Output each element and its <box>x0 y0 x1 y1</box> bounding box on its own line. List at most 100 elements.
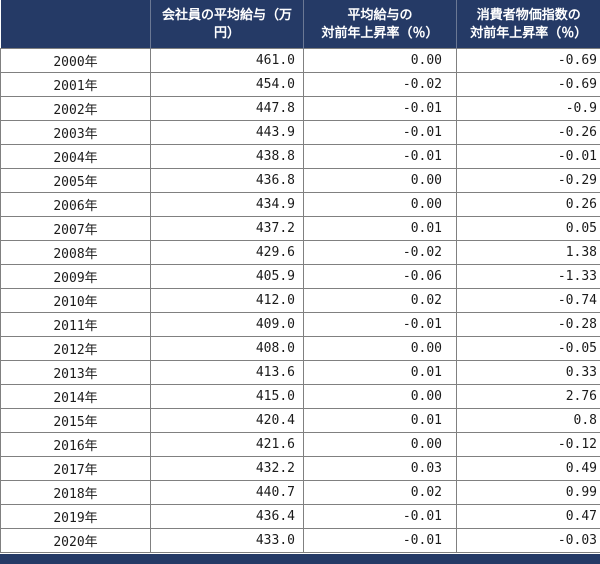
cell-cpi-rate: -1.33 <box>457 265 600 289</box>
cell-cpi-rate: -0.05 <box>457 337 600 361</box>
table-header: 会社員の平均給与（万円） 平均給与の 対前年上昇率（％） 消費者物価指数の 対前… <box>1 0 600 49</box>
cell-salary-rate: -0.01 <box>304 313 457 337</box>
cell-cpi-rate: 1.38 <box>457 241 600 265</box>
cell-salary: 429.6 <box>151 241 304 265</box>
cell-salary: 438.8 <box>151 145 304 169</box>
cell-year: 2020年 <box>1 529 151 553</box>
cell-year: 2015年 <box>1 409 151 433</box>
header-cell-salary-rate: 平均給与の 対前年上昇率（％） <box>304 0 457 49</box>
cell-salary: 454.0 <box>151 73 304 97</box>
header-cell-cpi: 消費者物価指数の 対前年上昇率（％） <box>457 0 600 49</box>
cell-year: 2018年 <box>1 481 151 505</box>
cell-cpi-rate: 0.47 <box>457 505 600 529</box>
cell-salary: 434.9 <box>151 193 304 217</box>
cell-salary: 440.7 <box>151 481 304 505</box>
cell-cpi-rate: 0.05 <box>457 217 600 241</box>
cell-year: 2002年 <box>1 97 151 121</box>
cell-salary: 437.2 <box>151 217 304 241</box>
cell-year: 2014年 <box>1 385 151 409</box>
cell-year: 2016年 <box>1 433 151 457</box>
header-cell-salary: 会社員の平均給与（万円） <box>151 0 304 49</box>
cell-cpi-rate: -0.28 <box>457 313 600 337</box>
cell-year: 2013年 <box>1 361 151 385</box>
header-row: 会社員の平均給与（万円） 平均給与の 対前年上昇率（％） 消費者物価指数の 対前… <box>1 0 600 49</box>
header-salary-rate-line1: 平均給与の <box>308 6 452 24</box>
cell-salary-rate: 0.00 <box>304 169 457 193</box>
cell-salary-rate: -0.01 <box>304 97 457 121</box>
header-cpi-line1: 消費者物価指数の <box>461 6 597 24</box>
cell-salary: 461.0 <box>151 49 304 73</box>
cell-salary-rate: -0.01 <box>304 505 457 529</box>
cell-cpi-rate: 0.8 <box>457 409 600 433</box>
header-salary-rate-line2: 対前年上昇率（％） <box>308 24 452 42</box>
cell-salary: 415.0 <box>151 385 304 409</box>
cell-salary-rate: 0.00 <box>304 337 457 361</box>
cell-year: 2005年 <box>1 169 151 193</box>
header-cpi-line2: 対前年上昇率（％） <box>461 24 597 42</box>
cell-salary: 443.9 <box>151 121 304 145</box>
cell-salary: 436.8 <box>151 169 304 193</box>
cell-year: 2003年 <box>1 121 151 145</box>
cell-year: 2017年 <box>1 457 151 481</box>
cell-salary: 413.6 <box>151 361 304 385</box>
cell-year: 2009年 <box>1 265 151 289</box>
cell-cpi-rate: 0.33 <box>457 361 600 385</box>
cell-salary-rate: -0.02 <box>304 73 457 97</box>
cell-salary-rate: -0.06 <box>304 265 457 289</box>
cell-year: 2012年 <box>1 337 151 361</box>
cell-cpi-rate: -0.69 <box>457 49 600 73</box>
cell-salary-rate: 0.02 <box>304 481 457 505</box>
cell-salary: 405.9 <box>151 265 304 289</box>
cell-salary-rate: -0.02 <box>304 241 457 265</box>
cell-salary-rate: 0.01 <box>304 361 457 385</box>
cell-cpi-rate: -0.74 <box>457 289 600 313</box>
cell-year: 2000年 <box>1 49 151 73</box>
cell-salary-rate: 0.00 <box>304 385 457 409</box>
cell-salary: 408.0 <box>151 337 304 361</box>
cell-cpi-rate: -0.9 <box>457 97 600 121</box>
cell-year: 2008年 <box>1 241 151 265</box>
cell-cpi-rate: 0.49 <box>457 457 600 481</box>
cell-cpi-rate: -0.69 <box>457 73 600 97</box>
cell-cpi-rate: -0.12 <box>457 433 600 457</box>
cell-salary: 412.0 <box>151 289 304 313</box>
cell-salary-rate: 0.01 <box>304 217 457 241</box>
cell-salary-rate: 0.00 <box>304 193 457 217</box>
cell-salary: 420.4 <box>151 409 304 433</box>
cell-cpi-rate: -0.29 <box>457 169 600 193</box>
cell-cpi-rate: -0.26 <box>457 121 600 145</box>
cell-year: 2007年 <box>1 217 151 241</box>
cell-salary-rate: 0.01 <box>304 409 457 433</box>
cell-salary: 421.6 <box>151 433 304 457</box>
cell-year: 2004年 <box>1 145 151 169</box>
cell-salary: 433.0 <box>151 529 304 553</box>
cell-salary-rate: 0.03 <box>304 457 457 481</box>
cell-cpi-rate: -0.03 <box>457 529 600 553</box>
cell-cpi-rate: 2.76 <box>457 385 600 409</box>
cell-salary-rate: -0.01 <box>304 121 457 145</box>
cell-salary: 436.4 <box>151 505 304 529</box>
cell-year: 2006年 <box>1 193 151 217</box>
cell-salary-rate: -0.01 <box>304 529 457 553</box>
cell-year: 2019年 <box>1 505 151 529</box>
cell-cpi-rate: 0.99 <box>457 481 600 505</box>
cell-salary: 432.2 <box>151 457 304 481</box>
